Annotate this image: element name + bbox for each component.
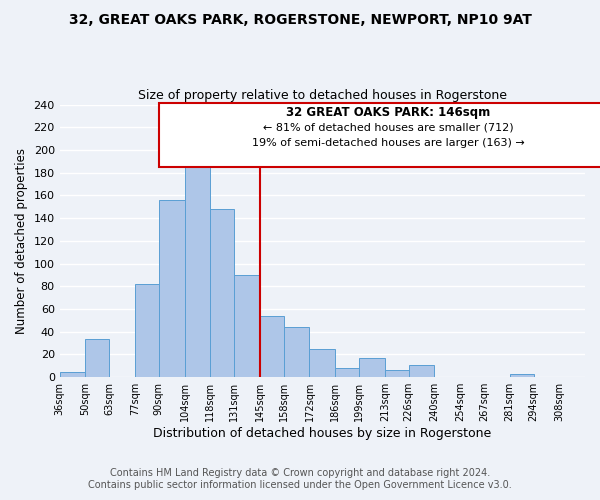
Bar [135, 284, 159, 377]
Text: Contains HM Land Registry data © Crown copyright and database right 2024.: Contains HM Land Registry data © Crown c… [110, 468, 490, 477]
FancyBboxPatch shape [159, 104, 600, 167]
Text: 19% of semi-detached houses are larger (163) →: 19% of semi-detached houses are larger (… [252, 138, 525, 148]
Bar [260, 316, 284, 377]
Bar [185, 150, 210, 377]
Title: Size of property relative to detached houses in Rogerstone: Size of property relative to detached ho… [138, 89, 507, 102]
Text: Contains public sector information licensed under the Open Government Licence v3: Contains public sector information licen… [88, 480, 512, 490]
Bar [85, 338, 109, 377]
Bar [509, 374, 533, 377]
Bar [409, 364, 434, 377]
Bar [310, 349, 335, 377]
Bar [385, 370, 409, 377]
Text: ← 81% of detached houses are smaller (712): ← 81% of detached houses are smaller (71… [263, 122, 514, 132]
Bar [234, 275, 260, 377]
Bar [335, 368, 359, 377]
Bar [359, 358, 385, 377]
X-axis label: Distribution of detached houses by size in Rogerstone: Distribution of detached houses by size … [153, 427, 491, 440]
Y-axis label: Number of detached properties: Number of detached properties [15, 148, 28, 334]
Bar [159, 200, 185, 377]
Bar [210, 209, 234, 377]
Text: 32 GREAT OAKS PARK: 146sqm: 32 GREAT OAKS PARK: 146sqm [286, 106, 491, 119]
Bar [284, 327, 310, 377]
Bar [59, 372, 85, 377]
Text: 32, GREAT OAKS PARK, ROGERSTONE, NEWPORT, NP10 9AT: 32, GREAT OAKS PARK, ROGERSTONE, NEWPORT… [68, 12, 532, 26]
